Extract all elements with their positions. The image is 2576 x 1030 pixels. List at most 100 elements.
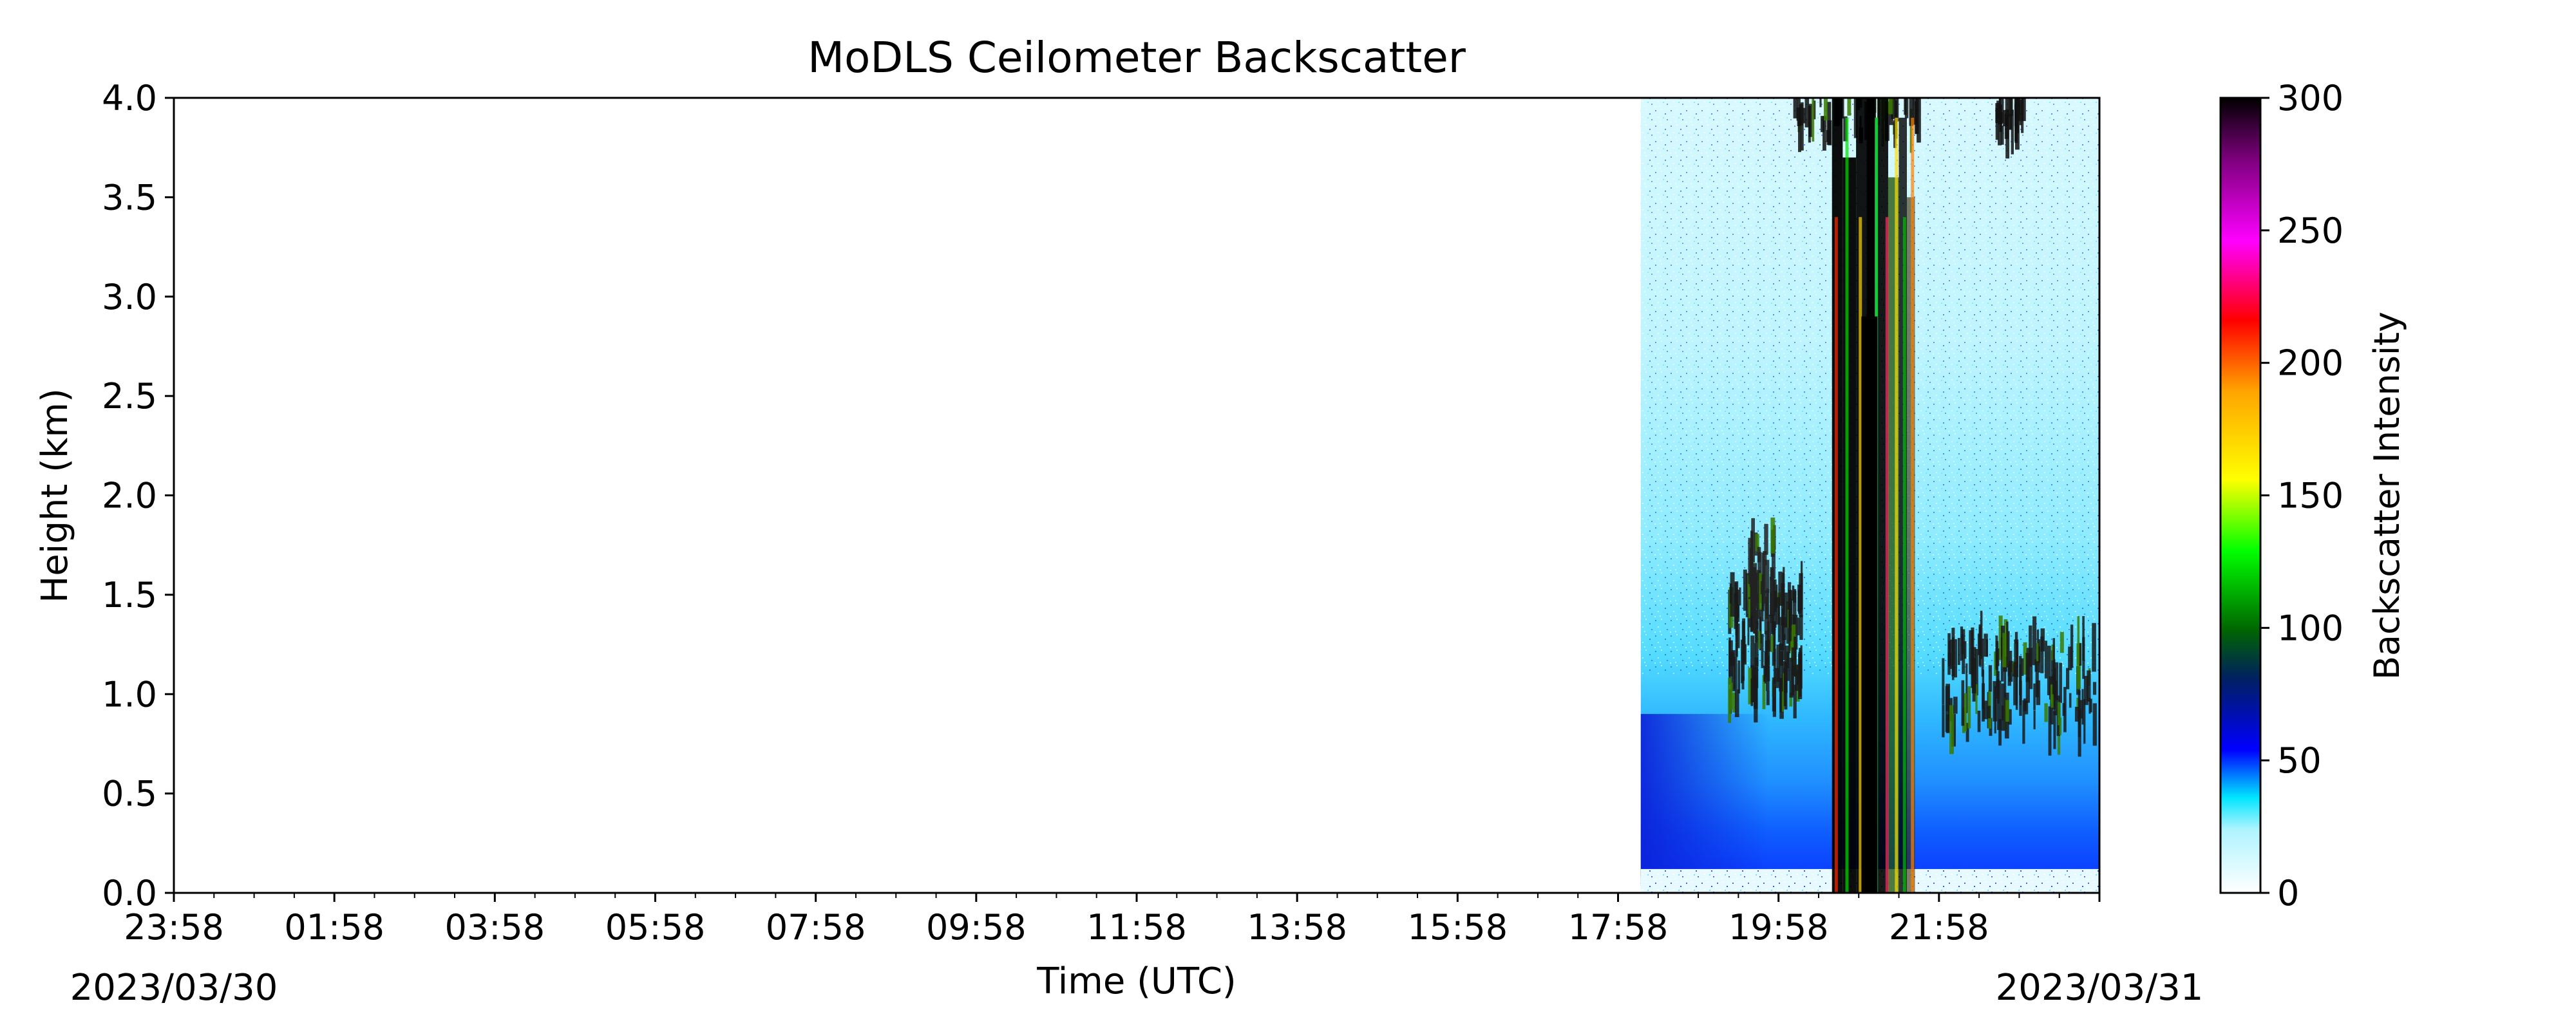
cloud-echo xyxy=(1949,639,1953,670)
x-tick-label: 07:58 xyxy=(766,907,866,948)
cloud-echo xyxy=(2019,680,2022,716)
cloud-echo xyxy=(1996,679,2000,698)
y-tick-label: 0.0 xyxy=(102,873,157,913)
cloud-echo xyxy=(2053,711,2056,749)
cloud-echo xyxy=(1975,649,1978,696)
cloud-echo xyxy=(1981,639,1984,677)
cloud-echo xyxy=(1750,635,1755,684)
cloud-echo xyxy=(1752,579,1756,624)
cloud-echo xyxy=(1784,592,1788,628)
cloud-echo xyxy=(2013,662,2018,706)
cloud-echo xyxy=(1735,606,1738,657)
cloud-echo xyxy=(1788,611,1791,653)
colorbar-tick-label: 200 xyxy=(2277,343,2344,384)
cloud-echo xyxy=(2066,668,2070,689)
cloud-echo xyxy=(2026,648,2029,680)
cloud-echo xyxy=(1742,618,1746,644)
cloud-echo xyxy=(2019,99,2022,126)
cloud-echo xyxy=(1755,621,1759,667)
cloud-echo xyxy=(1765,559,1770,594)
x-tick-label: 13:58 xyxy=(1247,907,1347,948)
cloud-echo xyxy=(1942,704,1945,738)
x-tick-label: 23:58 xyxy=(124,907,224,948)
cloud-echo xyxy=(1763,551,1767,566)
cloud-echo xyxy=(1946,714,1950,733)
cloud-echo xyxy=(1783,678,1786,706)
colorbar-tick-label: 150 xyxy=(2277,476,2344,516)
cloud-echo xyxy=(2005,700,2009,722)
cloud-echo xyxy=(1782,633,1786,660)
cloud-echo xyxy=(2000,637,2004,682)
cloud-echo xyxy=(1767,614,1772,652)
cloud-echo xyxy=(1804,98,1810,127)
cloud-echo xyxy=(2007,98,2010,117)
cloud-echo xyxy=(1732,692,1736,713)
cloud-echo xyxy=(1762,675,1766,709)
cloud-echo xyxy=(1826,129,1831,142)
cloud-echo xyxy=(2048,706,2052,756)
cloud-echo xyxy=(2023,642,2027,675)
cloud-echo xyxy=(2029,648,2033,689)
cloud-echo xyxy=(1750,570,1754,601)
cloud-echo xyxy=(1847,98,1852,116)
cloud-echo xyxy=(1997,680,2002,730)
y-tick-label: 2.0 xyxy=(102,476,157,516)
cloud-echo xyxy=(1957,637,1960,665)
cloud-echo xyxy=(1803,108,1806,124)
cloud-echo xyxy=(1843,116,1848,142)
cloud-echo xyxy=(2003,657,2007,699)
y-tick-label: 0.5 xyxy=(102,774,157,814)
cloud-echo xyxy=(1888,98,1893,115)
cloud-echo xyxy=(1977,710,1981,733)
cloud-echo xyxy=(1891,98,1896,119)
cloud-echo xyxy=(1748,668,1752,705)
cloud-echo xyxy=(1755,534,1759,552)
cloud-echo xyxy=(1766,588,1770,616)
cloud-echo xyxy=(1998,615,2003,660)
cloud-echo xyxy=(1961,680,1965,726)
cloud-echo xyxy=(1799,648,1802,683)
precip-streak xyxy=(1895,117,1899,893)
cloud-echo xyxy=(2092,682,2097,695)
cloud-echo xyxy=(1730,682,1733,710)
cloud-echo xyxy=(2044,641,2048,679)
chart-title: MoDLS Ceilometer Backscatter xyxy=(808,33,1466,82)
cloud-echo xyxy=(2078,700,2083,719)
cloud-echo xyxy=(1821,116,1824,133)
cloud-echo xyxy=(2014,639,2019,677)
cloud-echo xyxy=(1988,665,1993,692)
cloud-echo xyxy=(1748,538,1753,585)
cloud-echo xyxy=(2092,623,2096,672)
cloud-echo xyxy=(1779,678,1784,713)
cloud-echo xyxy=(1741,650,1745,681)
cloud-echo xyxy=(2008,660,2013,682)
cloud-echo xyxy=(2089,698,2092,713)
cloud-echo xyxy=(1776,597,1780,625)
precip-streak xyxy=(1885,217,1889,893)
cloud-echo xyxy=(1772,621,1776,666)
cloud-echo xyxy=(1778,571,1783,606)
cloud-echo xyxy=(2074,706,2079,722)
precip-streak xyxy=(1834,217,1838,893)
y-tick-label: 4.0 xyxy=(102,78,157,118)
cloud-echo xyxy=(2033,710,2036,729)
cloud-echo xyxy=(2050,694,2054,708)
cloud-echo xyxy=(2083,675,2088,706)
cloud-echo xyxy=(1761,633,1764,668)
cloud-echo xyxy=(1954,639,1957,678)
cloud-echo xyxy=(1967,686,1971,729)
cloud-echo xyxy=(1823,98,1828,121)
cloud-echo xyxy=(2020,658,2024,676)
cloud-echo xyxy=(2006,621,2009,668)
cloud-echo xyxy=(1730,572,1735,617)
cloud-echo xyxy=(2059,662,2062,703)
cloud-echo xyxy=(2059,717,2062,735)
cloud-echo xyxy=(2087,670,2091,702)
cloud-echo xyxy=(1819,98,1822,108)
cloud-echo xyxy=(1765,630,1768,677)
cloud-echo xyxy=(2083,698,2086,744)
cloud-echo xyxy=(1800,645,1803,689)
x-end-date: 2023/03/31 xyxy=(1996,967,2204,1009)
cloud-echo xyxy=(1904,98,1909,118)
cloud-echo xyxy=(1995,103,2000,124)
